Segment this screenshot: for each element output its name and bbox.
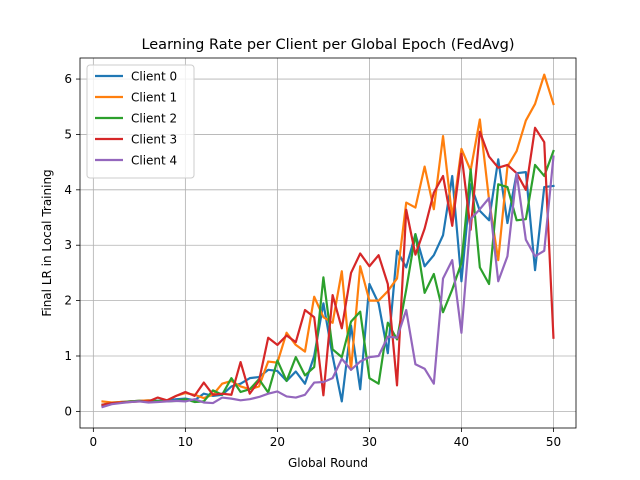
chart-title: Learning Rate per Client per Global Epoc…: [141, 37, 514, 53]
x-tick-label: 40: [454, 435, 469, 449]
legend-label: Client 0: [131, 70, 177, 84]
series-line-client-4: [101, 155, 555, 409]
legend-label: Client 4: [131, 154, 177, 168]
series-line-client-0: [101, 158, 555, 408]
y-tick-label: 0: [64, 404, 72, 418]
legend: Client 0 Client 1 Client 2 Client 3 Client 4: [86, 64, 195, 179]
y-tick-label: 4: [64, 183, 72, 197]
plot-area-frame: [79, 57, 577, 429]
y-tick-label: 1: [64, 349, 72, 363]
axis-ticks: 0 10 20 30 40 50 0 1 2 3 4 5 6: [64, 72, 561, 449]
y-axis-title: Final LR in Local Training: [40, 169, 54, 316]
x-tick-label: 10: [178, 435, 193, 449]
series-line-client-3: [101, 126, 555, 407]
legend-label: Client 2: [131, 112, 177, 126]
legend-label: Client 3: [131, 133, 177, 147]
x-axis-title: Global Round: [288, 456, 368, 470]
x-tick-label: 0: [90, 435, 98, 449]
series-lines: [101, 73, 555, 409]
x-tick-label: 30: [362, 435, 377, 449]
y-tick-label: 5: [64, 127, 72, 141]
x-tick-label: 50: [546, 435, 561, 449]
y-tick-label: 3: [64, 238, 72, 252]
y-tick-label: 6: [64, 72, 72, 86]
y-tick-label: 2: [64, 294, 72, 308]
legend-label: Client 1: [131, 91, 177, 105]
legend-box: [86, 64, 195, 179]
x-tick-label: 20: [270, 435, 285, 449]
